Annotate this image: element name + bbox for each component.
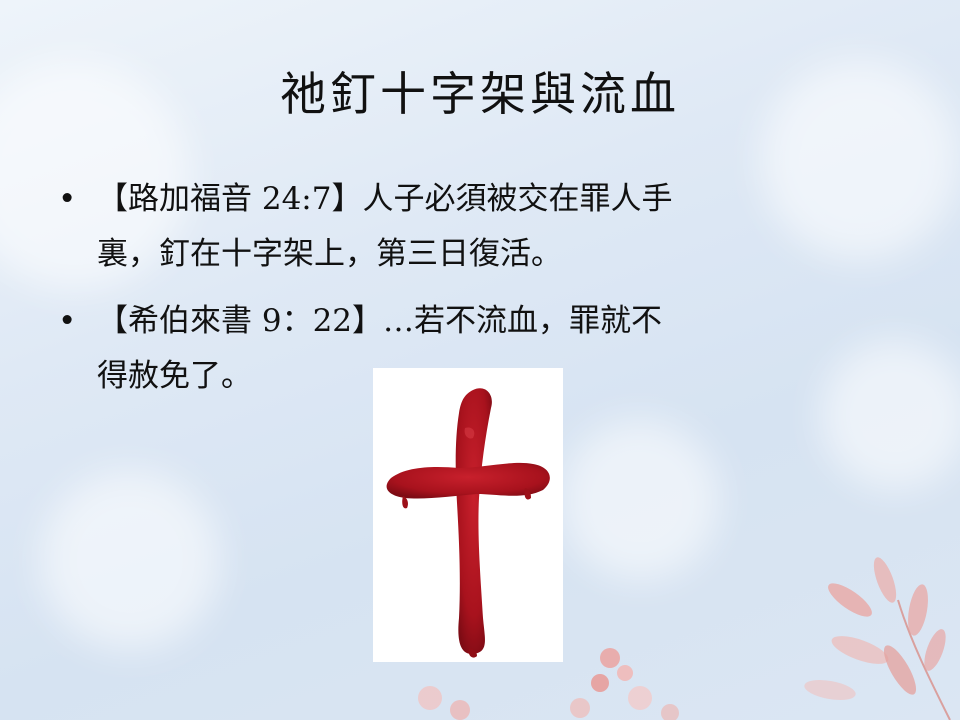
bullet-text-line: 【路加福音 24:7】人子必須被交在罪人手: [97, 181, 673, 217]
bullet-item: • 【希伯來書 9：22】…若不流血，罪就不 得赦免了。: [52, 294, 892, 404]
background-bokeh: [760, 60, 960, 260]
background-bokeh: [0, 60, 190, 290]
bullet-marker: •: [58, 303, 77, 339]
bullet-list: • 【路加福音 24:7】人子必須被交在罪人手 裏，釘在十字架上，第三日復活。 …: [52, 172, 892, 416]
slide-title: 祂釘十字架與流血: [280, 67, 680, 121]
red-cross-icon: [386, 388, 550, 658]
background-bokeh: [40, 470, 220, 650]
petal-decoration: [804, 557, 951, 720]
bullet-text-line: 裏，釘在十字架上，第三日復活。: [97, 236, 562, 272]
bullet-item: • 【路加福音 24:7】人子必須被交在罪人手 裏，釘在十字架上，第三日復活。: [52, 172, 892, 282]
bullet-text-line: 【希伯來書 9：22】…若不流血，罪就不: [97, 303, 663, 339]
cross-image: [373, 368, 563, 662]
blossom-decoration: [418, 648, 679, 720]
bullet-text-line: 得赦免了。: [97, 358, 252, 394]
bullet-marker: •: [58, 181, 77, 217]
background-bokeh: [560, 420, 720, 580]
background-bokeh: [820, 340, 960, 490]
